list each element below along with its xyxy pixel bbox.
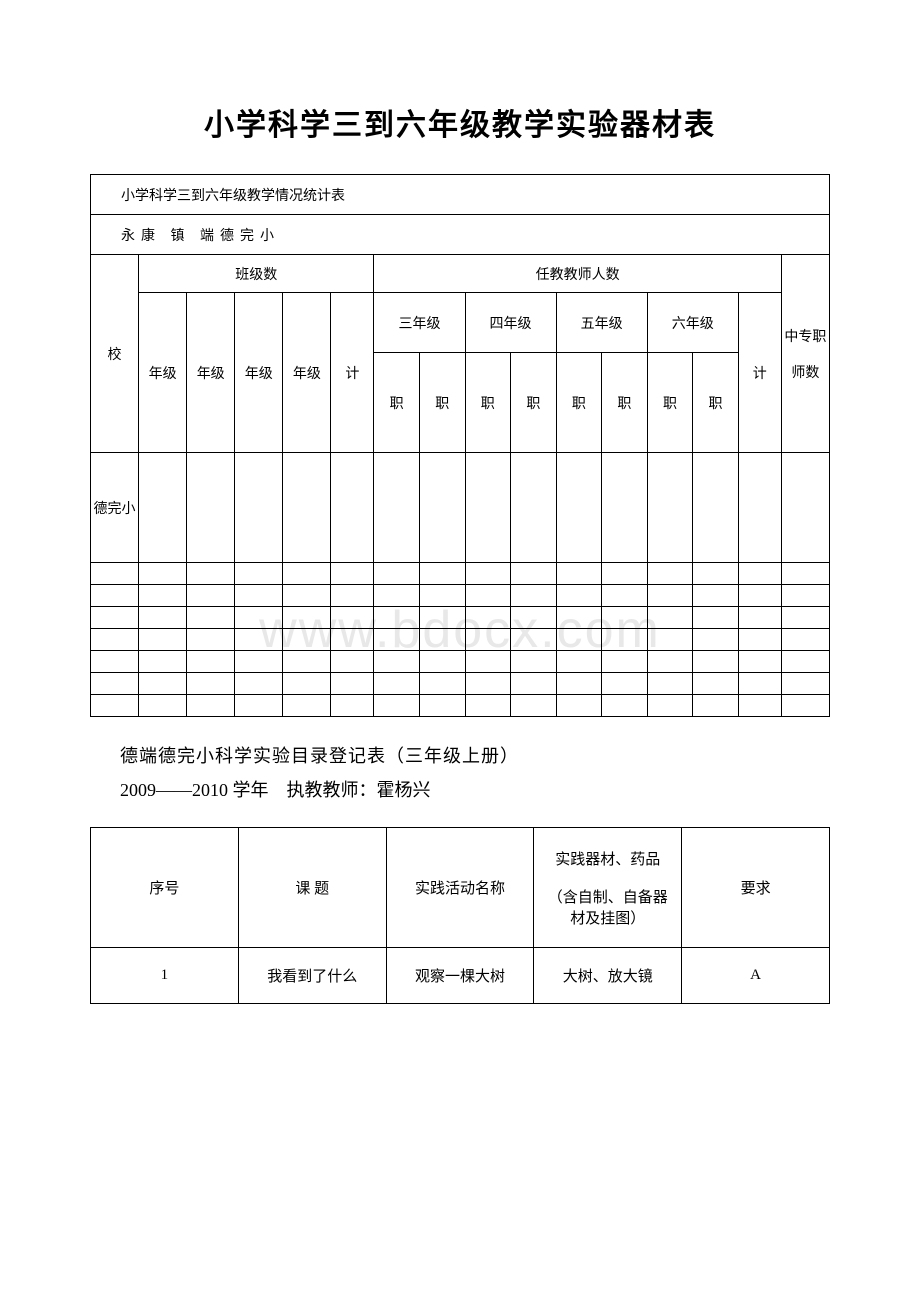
data-cell bbox=[187, 453, 235, 563]
position-cell-4: 职 bbox=[511, 353, 557, 453]
row1-topic: 我看到了什么 bbox=[238, 948, 386, 1004]
school-cell: 校 bbox=[91, 255, 139, 453]
subtitle-2: 2009——2010 学年 执教教师：霍杨兴 bbox=[120, 776, 830, 802]
data-cell bbox=[781, 453, 829, 563]
position-cell-5: 职 bbox=[556, 353, 602, 453]
data-cell bbox=[331, 453, 374, 563]
position-cell-7: 职 bbox=[647, 353, 693, 453]
subtitle-1: 德端德完小科学实验目录登记表（三年级上册） bbox=[120, 742, 830, 768]
grade-cell-3: 年级 bbox=[235, 293, 283, 453]
col-seq: 序号 bbox=[91, 828, 239, 948]
position-cell-2: 职 bbox=[419, 353, 465, 453]
row1-num: 1 bbox=[91, 948, 239, 1004]
grade-cell-4: 年级 bbox=[283, 293, 331, 453]
dewan-cell: 德完小 bbox=[91, 453, 139, 563]
grade5-header: 五年级 bbox=[556, 293, 647, 353]
experiment-catalog-table: 序号 课 题 实践活动名称 实践器材、药品（含自制、自备器材及挂图） 要求 1 … bbox=[90, 827, 830, 1004]
data-cell bbox=[374, 453, 420, 563]
col-materials: 实践器材、药品（含自制、自备器材及挂图） bbox=[534, 828, 682, 948]
teacher-count-header: 任教教师人数 bbox=[374, 255, 781, 293]
document-title: 小学科学三到六年级教学实验器材表 bbox=[90, 100, 830, 144]
table-row: 1 我看到了什么 观察一棵大树 大树、放大镜 A bbox=[91, 948, 830, 1004]
grade6-header: 六年级 bbox=[647, 293, 738, 353]
grade4-header: 四年级 bbox=[465, 293, 556, 353]
total-cell-2: 计 bbox=[738, 293, 781, 453]
data-cell bbox=[465, 453, 511, 563]
grade-cell-1: 年级 bbox=[139, 293, 187, 453]
data-cell bbox=[556, 453, 602, 563]
row1-materials: 大树、放大镜 bbox=[534, 948, 682, 1004]
data-cell bbox=[602, 453, 648, 563]
position-cell-8: 职 bbox=[693, 353, 739, 453]
col-requirement: 要求 bbox=[682, 828, 830, 948]
row1-activity: 观察一棵大树 bbox=[386, 948, 534, 1004]
data-cell bbox=[511, 453, 557, 563]
col-activity: 实践活动名称 bbox=[386, 828, 534, 948]
row1-requirement: A bbox=[682, 948, 830, 1004]
col-topic: 课 题 bbox=[238, 828, 386, 948]
position-cell-3: 职 bbox=[465, 353, 511, 453]
grade3-header: 三年级 bbox=[374, 293, 465, 353]
data-cell bbox=[693, 453, 739, 563]
position-cell-1: 职 bbox=[374, 353, 420, 453]
specialized-teacher-cell: 中专职师数 bbox=[781, 255, 829, 453]
total-cell-1: 计 bbox=[331, 293, 374, 453]
table1-header2: 永康 镇 端德完小 bbox=[91, 215, 830, 255]
class-count-header: 班级数 bbox=[139, 255, 374, 293]
data-cell bbox=[139, 453, 187, 563]
data-cell bbox=[647, 453, 693, 563]
position-cell-6: 职 bbox=[602, 353, 648, 453]
statistics-table: 小学科学三到六年级教学情况统计表 永康 镇 端德完小 校 班级数 任教教师人数 … bbox=[90, 174, 830, 717]
grade-cell-2: 年级 bbox=[187, 293, 235, 453]
data-cell bbox=[235, 453, 283, 563]
table1-header1: 小学科学三到六年级教学情况统计表 bbox=[91, 175, 830, 215]
data-cell bbox=[283, 453, 331, 563]
data-cell bbox=[419, 453, 465, 563]
data-cell bbox=[738, 453, 781, 563]
